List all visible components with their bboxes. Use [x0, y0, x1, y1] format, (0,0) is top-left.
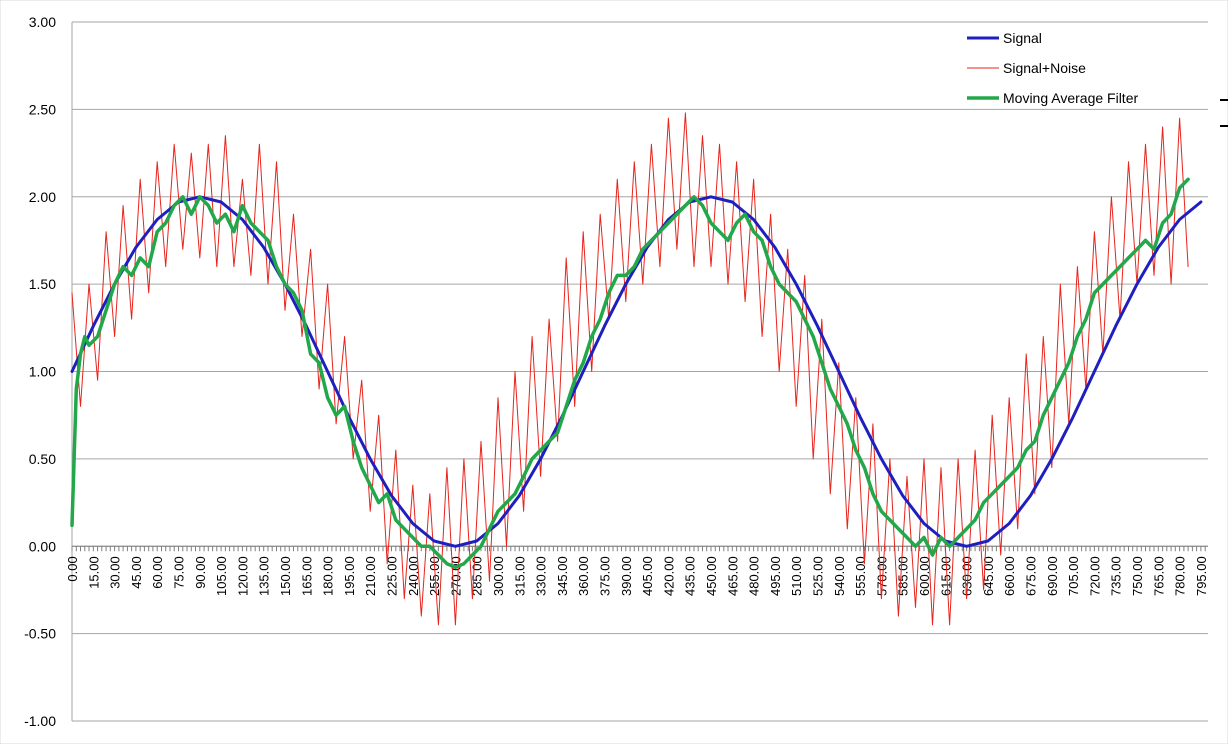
legend-label: Signal — [1003, 30, 1042, 46]
y-tick-label: 3.00 — [29, 14, 56, 30]
x-axis-minor-ticks — [71, 546, 1206, 552]
x-tick-label: 120.00 — [235, 556, 250, 596]
x-tick-label: 210.00 — [363, 556, 378, 596]
x-tick-label: 390.00 — [619, 556, 634, 596]
x-tick-label: 525.00 — [811, 556, 826, 596]
x-tick-label: 330.00 — [534, 556, 549, 596]
x-tick-label: 435.00 — [683, 556, 698, 596]
x-tick-label: 165.00 — [299, 556, 314, 596]
x-tick-label: 705.00 — [1066, 556, 1081, 596]
x-tick-label: 510.00 — [789, 556, 804, 596]
x-tick-label: 765.00 — [1151, 556, 1166, 596]
y-tick-label: 1.00 — [29, 364, 56, 380]
series-line-moving-average-filter — [70, 177, 1190, 569]
x-tick-label: 105.00 — [214, 556, 229, 596]
x-tick-label: 300.00 — [491, 556, 506, 596]
x-tick-label: 450.00 — [704, 556, 719, 596]
x-tick-label: 795.00 — [1194, 556, 1209, 596]
x-tick-label: 270.00 — [448, 556, 463, 596]
x-tick-label: 480.00 — [747, 556, 762, 596]
x-tick-label: 735.00 — [1109, 556, 1124, 596]
x-tick-label: 0.00 — [65, 556, 80, 581]
x-tick-label: 90.00 — [193, 556, 208, 589]
x-tick-label: 750.00 — [1130, 556, 1145, 596]
y-tick-label: 2.00 — [29, 189, 56, 205]
legend-label: Moving Average Filter — [1003, 90, 1138, 106]
x-tick-label: 495.00 — [768, 556, 783, 596]
x-tick-label: 345.00 — [555, 556, 570, 596]
x-tick-label: 360.00 — [576, 556, 591, 596]
x-tick-label: 585.00 — [896, 556, 911, 596]
x-tick-label: 615.00 — [938, 556, 953, 596]
x-tick-label: 405.00 — [640, 556, 655, 596]
x-tick-label: 570.00 — [874, 556, 889, 596]
x-tick-label: 195.00 — [342, 556, 357, 596]
x-axis-tick-labels: 0.00 15.00 30.00 45.00 60.00 75.00 90.00 105.00… — [65, 556, 1209, 596]
x-tick-label: 15.00 — [86, 556, 101, 589]
y-tick-label: -1.00 — [24, 713, 56, 729]
x-tick-label: 630.00 — [960, 556, 975, 596]
x-tick-label: 600.00 — [917, 556, 932, 596]
x-tick-label: 315.00 — [512, 556, 527, 596]
x-tick-label: 45.00 — [129, 556, 144, 589]
y-tick-label: 2.50 — [29, 101, 56, 117]
y-axis-tick-labels: 3.00 2.50 2.00 1.50 1.00 0.50 0.00 -0.50 -1.00 — [24, 14, 56, 729]
x-tick-label: 780.00 — [1173, 556, 1188, 596]
legend-item[interactable]: Moving Average Filter — [967, 90, 1138, 106]
x-tick-label: 30.00 — [108, 556, 123, 589]
y-tick-label: 1.50 — [29, 276, 56, 292]
legend-label: Signal+Noise — [1003, 60, 1086, 76]
x-tick-label: 375.00 — [598, 556, 613, 596]
legend[interactable]: Signal Signal+Noise Moving Average Filter — [967, 30, 1138, 106]
y-tick-label: -0.50 — [24, 626, 56, 642]
x-tick-label: 135.00 — [257, 556, 272, 596]
series-lines — [70, 112, 1203, 626]
x-tick-label: 150.00 — [278, 556, 293, 596]
y-tick-label: 0.00 — [29, 538, 56, 554]
x-tick-label: 555.00 — [853, 556, 868, 596]
x-tick-label: 225.00 — [385, 556, 400, 596]
legend-item[interactable]: Signal+Noise — [967, 60, 1086, 76]
right-edge-marks — [1220, 99, 1228, 127]
x-tick-label: 720.00 — [1087, 556, 1102, 596]
x-tick-label: 465.00 — [725, 556, 740, 596]
x-tick-label: 255.00 — [427, 556, 442, 596]
x-tick-label: 420.00 — [661, 556, 676, 596]
legend-item[interactable]: Signal — [967, 30, 1042, 46]
x-tick-label: 180.00 — [321, 556, 336, 596]
x-tick-label: 75.00 — [172, 556, 187, 589]
x-tick-label: 540.00 — [832, 556, 847, 596]
x-tick-label: 660.00 — [1002, 556, 1017, 596]
x-tick-label: 690.00 — [1045, 556, 1060, 596]
x-tick-label: 240.00 — [406, 556, 421, 596]
x-tick-label: 675.00 — [1024, 556, 1039, 596]
x-tick-label: 60.00 — [150, 556, 165, 589]
y-tick-label: 0.50 — [29, 451, 56, 467]
